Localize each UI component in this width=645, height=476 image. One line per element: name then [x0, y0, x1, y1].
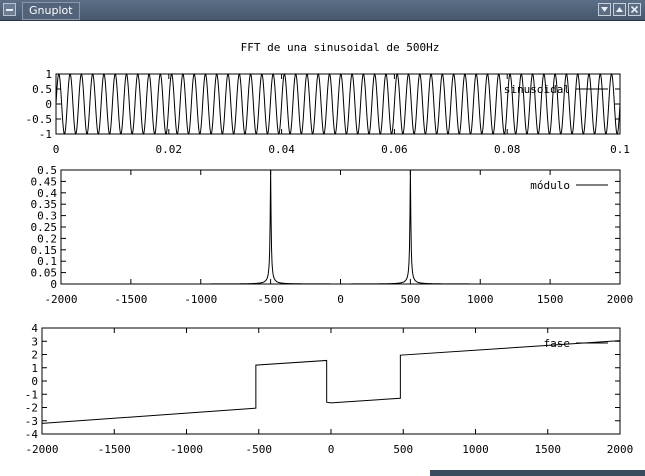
x-tick-label: 0: [337, 293, 344, 306]
y-tick-label: 1: [31, 362, 38, 375]
series-line-módulo: [61, 169, 620, 285]
plot-border: [41, 327, 621, 435]
magnitude-panel: 0.50.450.40.350.30.250.20.150.10.050-200…: [31, 164, 634, 306]
sinusoid-panel: 10.50-0.5-10 0.02 0.04 0.06 0.08 0.1sinusoida…: [26, 68, 630, 156]
y-tick-label: 0.4: [37, 187, 57, 200]
x-tick-label: 0.02: [156, 143, 183, 156]
legend-label: fase: [544, 337, 571, 350]
y-tick-label: -1: [25, 388, 38, 401]
y-tick-label: 2: [31, 349, 38, 362]
series-line-sinusoidal: [55, 73, 621, 135]
x-tick-label: 1000: [462, 443, 489, 456]
x-tick-label: 1500: [537, 293, 564, 306]
x-tick-label: -500: [257, 293, 284, 306]
x-tick-label: 1000: [467, 293, 494, 306]
y-tick-label: 0: [50, 278, 57, 291]
chart-title: FFT de una sinusoidal de 500Hz: [241, 41, 440, 54]
x-tick-label: 0.04: [268, 143, 295, 156]
x-tick-label: -1000: [170, 443, 203, 456]
y-tick-label: -4: [25, 428, 39, 441]
minimize-button[interactable]: [598, 3, 611, 16]
maximize-button[interactable]: [613, 3, 626, 16]
y-tick-label: 0.05: [31, 267, 58, 280]
maximize-icon: [616, 7, 623, 12]
y-tick-label: 0.35: [31, 198, 58, 211]
y-tick-label: 0.45: [31, 175, 58, 188]
legend-label: sinusoidal: [504, 83, 570, 96]
y-tick-label: 0.3: [37, 210, 57, 223]
x-tick-label: -2000: [44, 293, 77, 306]
y-tick-label: -3: [25, 415, 38, 428]
x-tick-label: 0.06: [381, 143, 408, 156]
x-tick-label: -500: [246, 443, 273, 456]
x-tick-label: -2000: [25, 443, 58, 456]
plot-canvas: FFT de una sinusoidal de 500Hz 1 0.5 0 -0.5…: [25, 41, 634, 456]
series-line-fase: [41, 340, 621, 424]
close-button[interactable]: [628, 3, 641, 16]
legend-label: módulo: [530, 179, 570, 192]
y-tick-label: 1: [45, 68, 52, 81]
x-tick-label: 2000: [607, 443, 634, 456]
x-tick-label: -1500: [98, 443, 131, 456]
y-tick-label: -0.5: [26, 113, 53, 126]
y-tick-label: -2: [25, 402, 38, 415]
y-tick-label: 0.2: [37, 232, 57, 245]
x-tick-label: 0.1: [610, 143, 630, 156]
x-tick-label: -1000: [184, 293, 217, 306]
x-tick-label: 500: [393, 443, 413, 456]
y-tick-label: 0.5: [37, 164, 57, 177]
x-tick-label: -1500: [114, 293, 147, 306]
x-tick-label: 0: [53, 143, 60, 156]
y-tick-label: 4: [31, 322, 38, 335]
window-menu-button[interactable]: [3, 3, 16, 16]
y-tick-label: 3: [31, 335, 38, 348]
taskbar-strip: [430, 470, 645, 476]
x-tick-label: 2000: [607, 293, 634, 306]
window-title: Gnuplot: [22, 2, 80, 20]
x-tick-label: 0.08: [494, 143, 521, 156]
x-tick-label: 500: [400, 293, 420, 306]
window-titlebar[interactable]: Gnuplot: [0, 0, 645, 21]
close-icon: [630, 5, 639, 14]
y-tick-label: 0.5: [32, 83, 52, 96]
y-tick-label: 0: [45, 98, 52, 111]
y-tick-label: -1: [39, 128, 52, 141]
x-tick-label: 1500: [535, 443, 562, 456]
y-tick-label: 0.25: [31, 221, 58, 234]
y-tick-label: 0.15: [31, 244, 58, 257]
y-tick-label: 0: [31, 375, 38, 388]
y-tick-label: 0.1: [37, 255, 57, 268]
x-tick-label: 0: [328, 443, 335, 456]
minimize-icon: [601, 7, 608, 12]
